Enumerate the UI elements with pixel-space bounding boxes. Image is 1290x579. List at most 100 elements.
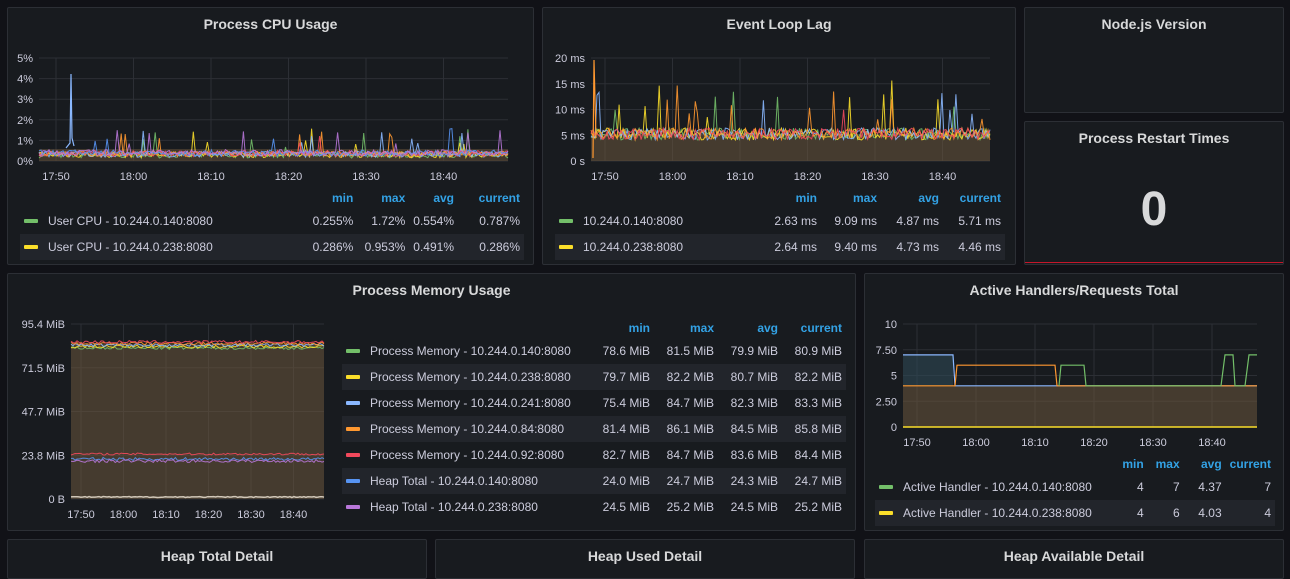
series-line (590, 109, 991, 141)
legend-header-max[interactable]: max (381, 191, 406, 205)
legend-value-current: 0.787% (479, 214, 520, 228)
panel-active-handlers: Active Handlers/Requests Total 10 7.50 5 2.… (864, 273, 1284, 531)
active-handlers-chart[interactable]: 10 7.50 5 2.50 0 17:50 18:00 18:10 18:20 18:30 18:… (865, 274, 1284, 454)
legend-row[interactable]: Active Handler - 10.244.0.238:8080 4 6 4.03… (875, 500, 1275, 526)
legend-series-name[interactable]: Process Memory - 10.244.0.241:8080 (342, 390, 596, 416)
y-tick-label: 0 (891, 422, 897, 434)
legend-header-current[interactable]: current (1229, 457, 1271, 471)
legend-series-name[interactable]: Heap Total - 10.244.0.238:8080 (342, 494, 596, 520)
legend-series-name[interactable]: Process Memory - 10.244.0.92:8080 (342, 442, 596, 468)
legend-header-avg[interactable]: avg (757, 321, 778, 335)
legend-row[interactable]: 10.244.0.238:8080 2.64 ms 9.40 ms 4.73 ms 4.… (555, 234, 1005, 260)
legend-series-name[interactable]: 10.244.0.140:8080 (555, 208, 761, 234)
legend-row[interactable]: Process Memory - 10.244.0.92:8080 82.7 Mi… (342, 442, 846, 468)
legend-row[interactable]: Process Memory - 10.244.0.140:8080 78.6 M… (342, 338, 846, 364)
panel-title[interactable]: Node.js Version (1101, 16, 1207, 32)
legend-value-current: 82.2 MiB (782, 364, 846, 390)
legend-row[interactable]: Active Handler - 10.244.0.140:8080 4 7 4.37… (875, 474, 1275, 500)
legend-value-min: 0.286% (301, 234, 358, 260)
cpu-legend: min max avg current User CPU - 10.244.0.140:… (20, 188, 524, 260)
event-loop-lag-chart[interactable]: 20 ms 15 ms 10 ms 5 ms 0 s 17:50 18:00 18:10 18:… (543, 8, 1016, 188)
legend-value-avg: 4.37 (1198, 480, 1222, 494)
legend-header-avg[interactable]: avg (918, 191, 939, 205)
legend-header-min[interactable]: min (795, 191, 817, 205)
legend-value-avg: 24.3 MiB (718, 468, 782, 494)
legend-row[interactable]: Process Memory - 10.244.0.84:8080 81.4 Mi… (342, 416, 846, 442)
panel-title[interactable]: Process Memory Usage (352, 282, 511, 298)
legend-series-name[interactable]: Heap Total - 10.244.0.140:8080 (342, 468, 596, 494)
legend-series-name[interactable]: Active Handler - 10.244.0.238:8080 (875, 500, 1110, 526)
cpu-usage-chart[interactable]: 5% 4% 3% 2% 1% 0% 17:50 18:00 18:10 18:20 18:30 18:… (8, 8, 534, 188)
legend-row[interactable]: Process Memory - 10.244.0.241:8080 75.4 M… (342, 390, 846, 416)
y-tick-label: 2% (17, 115, 33, 127)
panel-heap-total-detail: Heap Total Detail (7, 539, 427, 579)
y-tick-label: 3% (17, 94, 33, 106)
legend-color-swatch (346, 478, 360, 483)
series-line (70, 458, 325, 464)
legend-header-name (342, 318, 596, 338)
panel-nodejs-version: Node.js Version (1024, 7, 1284, 113)
legend-value-current: 24.7 MiB (782, 468, 846, 494)
legend-series-name[interactable]: User CPU - 10.244.0.140:8080 (20, 208, 301, 234)
series-line (70, 452, 325, 456)
legend-header-current[interactable]: current (800, 321, 842, 335)
legend-row[interactable]: User CPU - 10.244.0.238:8080 0.286% 0.953%… (20, 234, 524, 260)
x-tick-label: 17:50 (67, 509, 95, 521)
legend-value-max: 9.40 ms (821, 234, 881, 260)
x-tick-label: 18:00 (962, 437, 990, 449)
legend-color-swatch (346, 400, 360, 405)
legend-header-current[interactable]: current (959, 191, 1001, 205)
legend-row[interactable]: Heap Total - 10.244.0.238:8080 24.5 MiB 25… (342, 494, 846, 520)
legend-value-avg: 80.7 MiB (718, 364, 782, 390)
y-tick-label: 23.8 MiB (22, 450, 65, 462)
x-tick-label: 18:00 (110, 509, 138, 521)
legend-value-current: 4.46 ms (943, 234, 1005, 260)
legend-header-avg[interactable]: avg (433, 191, 454, 205)
legend-series-name[interactable]: User CPU - 10.244.0.238:8080 (20, 234, 302, 260)
legend-value-avg: 0.491% (409, 234, 458, 260)
panel-title[interactable]: Heap Used Detail (587, 548, 703, 564)
panel-title[interactable]: Process CPU Usage (203, 16, 338, 32)
legend-color-swatch (24, 218, 38, 223)
y-tick-label: 1% (17, 135, 33, 147)
legend-row[interactable]: Process Memory - 10.244.0.238:8080 79.7 M… (342, 364, 846, 390)
x-tick-label: 17:50 (903, 437, 931, 449)
series-line (70, 342, 325, 348)
series-fill (591, 134, 990, 161)
legend-series-name[interactable]: 10.244.0.238:8080 (555, 234, 761, 260)
x-tick-label: 18:20 (195, 509, 223, 521)
legend-row[interactable]: 10.244.0.140:8080 2.63 ms 9.09 ms 4.87 ms 5.… (555, 208, 1005, 234)
legend-series-name[interactable]: Active Handler - 10.244.0.140:8080 (875, 474, 1110, 500)
x-tick-label: 18:30 (861, 171, 889, 183)
memory-usage-chart[interactable]: 95.4 MiB 71.5 MiB 47.7 MiB 23.8 MiB 0 B17:50… (8, 274, 338, 531)
legend-header-max[interactable]: max (1155, 457, 1180, 471)
x-tick-label: 18:10 (197, 171, 225, 183)
legend-header-min[interactable]: min (628, 321, 650, 335)
legend-header-max[interactable]: max (852, 191, 877, 205)
legend-series-name[interactable]: Process Memory - 10.244.0.238:8080 (342, 364, 596, 390)
legend-series-name[interactable]: Process Memory - 10.244.0.140:8080 (342, 338, 596, 364)
panel-title[interactable]: Heap Available Detail (1003, 548, 1145, 564)
legend-row[interactable]: User CPU - 10.244.0.140:8080 0.255% 1.72% 0… (20, 208, 524, 234)
x-tick-label: 18:30 (237, 509, 265, 521)
legend-value-current: 80.9 MiB (794, 344, 842, 358)
legend-row[interactable]: Heap Total - 10.244.0.140:8080 24.0 MiB 24… (342, 468, 846, 494)
x-tick-label: 18:40 (929, 171, 957, 183)
panel-title[interactable]: Active Handlers/Requests Total (969, 282, 1179, 298)
legend-header-current[interactable]: current (478, 191, 520, 205)
legend-header-min[interactable]: min (1122, 457, 1144, 471)
legend-color-swatch (346, 452, 360, 457)
legend-value-min: 0.255% (312, 214, 354, 228)
series-line (38, 129, 509, 160)
legend-header-avg[interactable]: avg (1200, 457, 1222, 471)
panel-title[interactable]: Heap Total Detail (160, 548, 274, 564)
legend-header-min[interactable]: min (331, 191, 354, 205)
legend-series-name[interactable]: Process Memory - 10.244.0.84:8080 (342, 416, 596, 442)
legend-value-avg: 4.03 (1183, 500, 1226, 526)
legend-header-max[interactable]: max (689, 321, 714, 335)
y-tick-label: 10 (885, 319, 897, 331)
legend-value-max: 82.2 MiB (654, 364, 718, 390)
panel-process-cpu-usage: Process CPU Usage 5% 4% 3% 2% 1% 0% 17:50 18:00… (7, 7, 534, 265)
panel-title[interactable]: Event Loop Lag (726, 16, 832, 32)
panel-title[interactable]: Process Restart Times (1078, 130, 1230, 146)
